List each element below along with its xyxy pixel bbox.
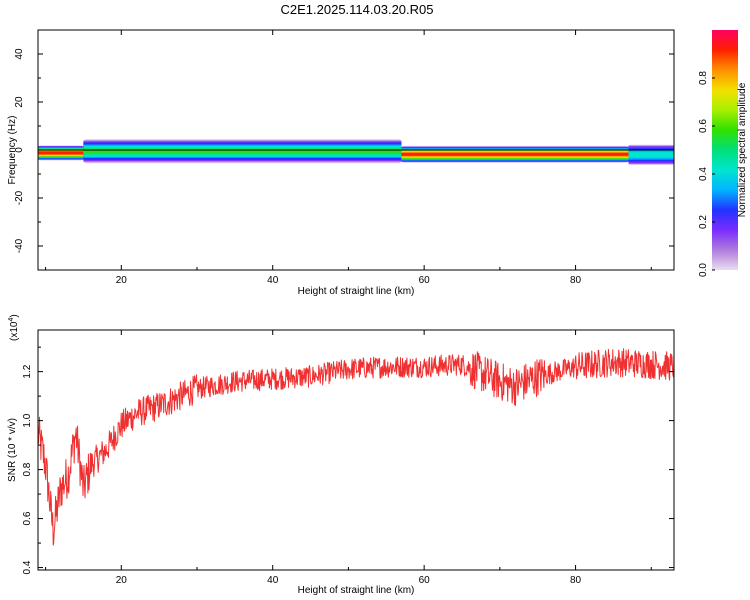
heatmap-core-s3 [628, 153, 674, 157]
snr-x-ticks: 20 40 60 80 [45, 330, 652, 586]
heatmap-y-axis-label: Frequency (Hz) [7, 116, 18, 185]
cb-tick-label-1: 0.2 [698, 215, 709, 229]
snr-frame [37, 329, 675, 571]
snr-y-tick-label-1: 0.6 [22, 511, 33, 525]
cb-tick-label-3: 0.6 [698, 119, 709, 133]
hm-y-tick-label-1: -20 [14, 190, 25, 205]
hm-x-tick-label-1: 40 [267, 275, 279, 286]
hm-y-tick-label-0: -40 [14, 238, 25, 253]
heatmap-panel: 20 40 60 80 -40 -20 0 20 40 Height of straight … [7, 29, 675, 297]
heatmap-core-s2 [401, 152, 629, 156]
snr-x-tick-label-0: 20 [116, 575, 128, 586]
colorbar-gradient [712, 30, 738, 270]
snr-x-tick-label-1: 40 [267, 575, 279, 586]
hm-y-tick-label-3: 20 [14, 96, 25, 108]
chart-title: C2E1.2025.114.03.20.R05 [281, 2, 434, 17]
hm-y-tick-label-4: 40 [14, 48, 25, 60]
heatmap-core-s0 [38, 151, 84, 155]
cb-tick-label-4: 0.8 [698, 71, 709, 85]
hm-x-tick-label-3: 80 [570, 275, 582, 286]
snr-scale-note: (x104) [8, 314, 20, 341]
snr-panel: 20 40 60 80 0.4 0.6 0.8 1.0 1.2 Height of strai… [7, 314, 675, 596]
colorbar: 0.0 0.2 0.4 0.6 0.8 Normalized spectral ampl… [698, 30, 748, 277]
snr-x-axis-label: Height of straight line (km) [298, 585, 415, 596]
colorbar-label: Normalized spectral amplitude [737, 82, 748, 217]
snr-x-tick-label-3: 80 [570, 575, 582, 586]
heatmap-x-ticks: 20 40 60 80 [45, 30, 652, 286]
heatmap-y-ticks: -40 -20 0 20 40 [14, 48, 674, 253]
hm-y-tick-label-2: 0 [14, 147, 25, 153]
snr-y-tick-label-4: 1.2 [22, 364, 33, 378]
snr-y-ticks: 0.4 0.6 0.8 1.0 1.2 [22, 346, 674, 575]
snr-y-axis-label: SNR (10 * v/v) [7, 418, 18, 482]
heatmap-core-s1 [83, 149, 402, 153]
cb-tick-label-0: 0.0 [698, 263, 709, 277]
colorbar-ticks: 0.0 0.2 0.4 0.6 0.8 [698, 71, 715, 277]
snr-y-tick-label-2: 0.8 [22, 462, 33, 476]
snr-y-tick-label-3: 1.0 [22, 413, 33, 427]
heatmap-band [38, 139, 674, 166]
cb-tick-label-2: 0.4 [698, 167, 709, 181]
heatmap-x-axis-label: Height of straight line (km) [298, 286, 415, 297]
hm-x-tick-label-2: 60 [419, 275, 431, 286]
snr-x-tick-label-2: 60 [419, 575, 431, 586]
hm-x-tick-label-0: 20 [116, 275, 128, 286]
snr-y-tick-label-0: 0.4 [22, 560, 33, 574]
snr-series-line [37, 348, 675, 546]
